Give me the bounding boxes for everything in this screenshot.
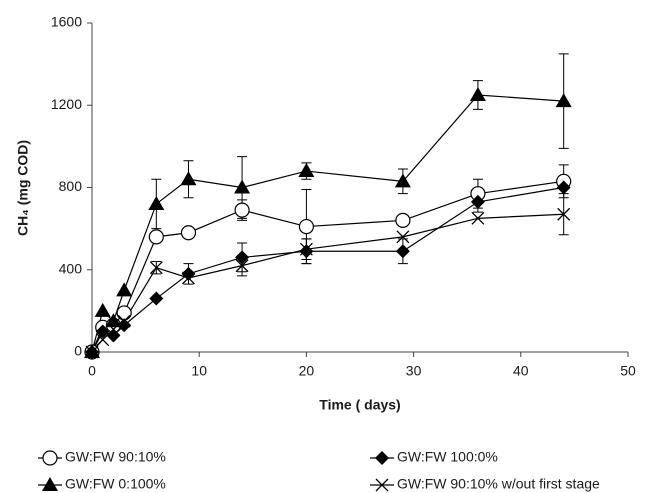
marker <box>149 291 164 306</box>
marker <box>148 229 164 245</box>
x-tick-label: 20 <box>299 363 315 379</box>
y-tick-label: 0 <box>74 343 82 359</box>
marker <box>469 86 486 101</box>
series-line <box>91 94 564 353</box>
marker <box>96 333 110 347</box>
marker <box>235 250 250 265</box>
marker <box>149 261 163 275</box>
x-tick-label: 10 <box>191 363 207 379</box>
marker <box>298 163 315 178</box>
x-axis-label: Time ( days) <box>319 397 400 413</box>
marker <box>181 266 196 281</box>
marker <box>84 344 100 358</box>
legend-marker <box>42 477 58 491</box>
y-tick-label: 1200 <box>51 96 82 112</box>
marker <box>85 345 99 359</box>
y-axis-label: CH₄ (mg COD) <box>15 140 31 236</box>
marker <box>470 194 485 209</box>
marker <box>105 313 122 328</box>
x-tick-label: 50 <box>620 363 636 379</box>
marker <box>299 244 314 259</box>
marker <box>555 93 572 108</box>
legend-label: GW:FW 90:10% w/out first stage <box>397 476 600 492</box>
marker <box>234 179 251 194</box>
marker <box>471 211 485 225</box>
marker <box>148 195 165 210</box>
marker <box>395 212 411 228</box>
marker <box>180 225 197 241</box>
marker <box>298 218 314 235</box>
marker <box>117 318 132 333</box>
legend-marker <box>375 478 389 492</box>
legend-marker <box>42 450 58 466</box>
x-tick-label: 30 <box>406 363 422 379</box>
y-tick-label: 800 <box>59 178 83 194</box>
marker <box>117 314 131 328</box>
marker <box>396 230 410 244</box>
series-line <box>91 180 564 353</box>
legend-label: GW:FW 90:10% <box>65 449 166 465</box>
marker <box>556 180 571 195</box>
marker <box>95 324 110 339</box>
x-tick-label: 40 <box>513 363 529 379</box>
marker <box>234 202 250 218</box>
legend-label: GW:FW 100:0% <box>397 449 498 465</box>
marker <box>394 173 411 188</box>
legend-label: GW:FW 0:100% <box>65 476 166 492</box>
marker <box>116 282 133 297</box>
marker <box>557 207 571 221</box>
y-tick-label: 400 <box>59 260 83 276</box>
marker <box>106 322 120 336</box>
marker <box>395 244 410 259</box>
legend-marker <box>375 451 389 465</box>
marker <box>182 271 195 285</box>
marker <box>299 242 313 256</box>
x-tick-label: 0 <box>88 363 96 379</box>
marker <box>235 259 249 273</box>
y-tick-label: 1600 <box>51 14 82 30</box>
marker <box>116 305 132 321</box>
marker <box>180 171 197 186</box>
marker <box>94 302 111 317</box>
